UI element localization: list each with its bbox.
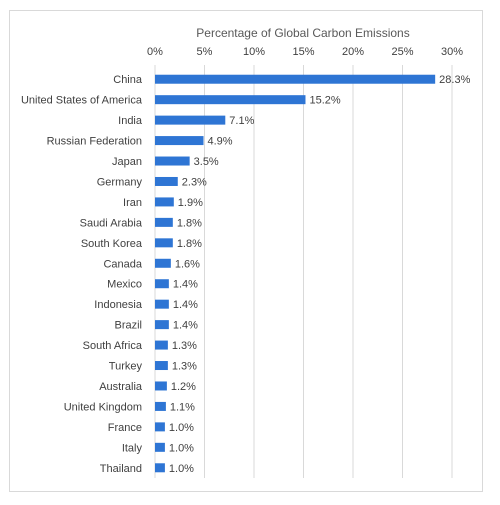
category-label: Indonesia: [94, 299, 143, 311]
bar: [155, 258, 171, 268]
category-label: South Korea: [81, 238, 143, 250]
category-label: Thailand: [100, 463, 142, 475]
bar: [155, 463, 165, 473]
value-label: 7.1%: [229, 115, 254, 127]
bar: [155, 197, 174, 207]
x-axis-ticks: 0% 5% 10% 15% 20% 25% 30%: [147, 46, 463, 58]
chart-frame: [9, 10, 483, 492]
bar: [155, 115, 226, 125]
value-label: 4.9%: [208, 136, 233, 148]
value-label: 1.4%: [173, 279, 198, 291]
bars: [155, 74, 436, 473]
category-label: Australia: [99, 381, 143, 393]
value-label: 1.0%: [169, 463, 194, 475]
x-tick-label: 30%: [441, 46, 463, 58]
bar: [155, 381, 167, 391]
value-label: 1.8%: [177, 217, 202, 229]
bar: [155, 401, 166, 411]
value-label: 1.8%: [177, 238, 202, 250]
category-labels: China United States of America India Russia…: [21, 74, 143, 475]
category-label: Brazil: [114, 320, 142, 332]
value-label: 1.4%: [173, 320, 198, 332]
category-label: Japan: [112, 156, 142, 168]
x-tick-label: 5%: [197, 46, 213, 58]
bar: [155, 176, 178, 186]
bar: [155, 238, 173, 248]
bar: [155, 340, 168, 350]
bar: [155, 136, 204, 146]
bar: [155, 279, 169, 289]
value-label: 1.1%: [170, 401, 195, 413]
category-label: United Kingdom: [64, 401, 142, 413]
chart-title: Percentage of Global Carbon Emissions: [196, 26, 409, 40]
x-tick-label: 15%: [292, 46, 314, 58]
bar: [155, 299, 169, 309]
value-label: 1.2%: [171, 381, 196, 393]
bar: [155, 74, 436, 84]
gridlines: [154, 65, 453, 478]
x-tick-label: 25%: [391, 46, 413, 58]
category-label: Saudi Arabia: [80, 217, 143, 229]
category-label: Russian Federation: [47, 136, 142, 148]
value-labels: 28.3% 15.2% 7.1% 4.9% 3.5% 2.3% 1.9% 1.8% 1.8% 1.…: [169, 74, 471, 475]
bar: [155, 320, 169, 330]
category-label: Germany: [97, 176, 143, 188]
category-label: United States of America: [21, 95, 143, 107]
x-tick-label: 10%: [243, 46, 265, 58]
bar: [155, 217, 173, 227]
value-label: 28.3%: [439, 74, 470, 86]
value-label: 1.4%: [173, 299, 198, 311]
value-label: 2.3%: [182, 176, 207, 188]
category-label: Canada: [103, 258, 142, 270]
value-label: 1.0%: [169, 442, 194, 454]
bar: [155, 422, 165, 432]
value-label: 1.3%: [172, 361, 197, 373]
bar: [155, 442, 165, 452]
x-tick-label: 0%: [147, 46, 163, 58]
category-label: South Africa: [83, 340, 143, 352]
value-label: 3.5%: [194, 156, 219, 168]
bar: [155, 361, 168, 371]
value-label: 1.3%: [172, 340, 197, 352]
value-label: 1.9%: [178, 197, 203, 209]
category-label: Iran: [123, 197, 142, 209]
bar: [155, 95, 306, 105]
category-label: China: [113, 74, 143, 86]
category-label: India: [118, 115, 143, 127]
value-label: 15.2%: [309, 95, 340, 107]
value-label: 1.0%: [169, 422, 194, 434]
category-label: Italy: [122, 442, 143, 454]
category-label: France: [108, 422, 142, 434]
category-label: Mexico: [107, 279, 142, 291]
x-tick-label: 20%: [342, 46, 364, 58]
bar: [155, 156, 190, 166]
category-label: Turkey: [109, 361, 143, 373]
value-label: 1.6%: [175, 258, 200, 270]
